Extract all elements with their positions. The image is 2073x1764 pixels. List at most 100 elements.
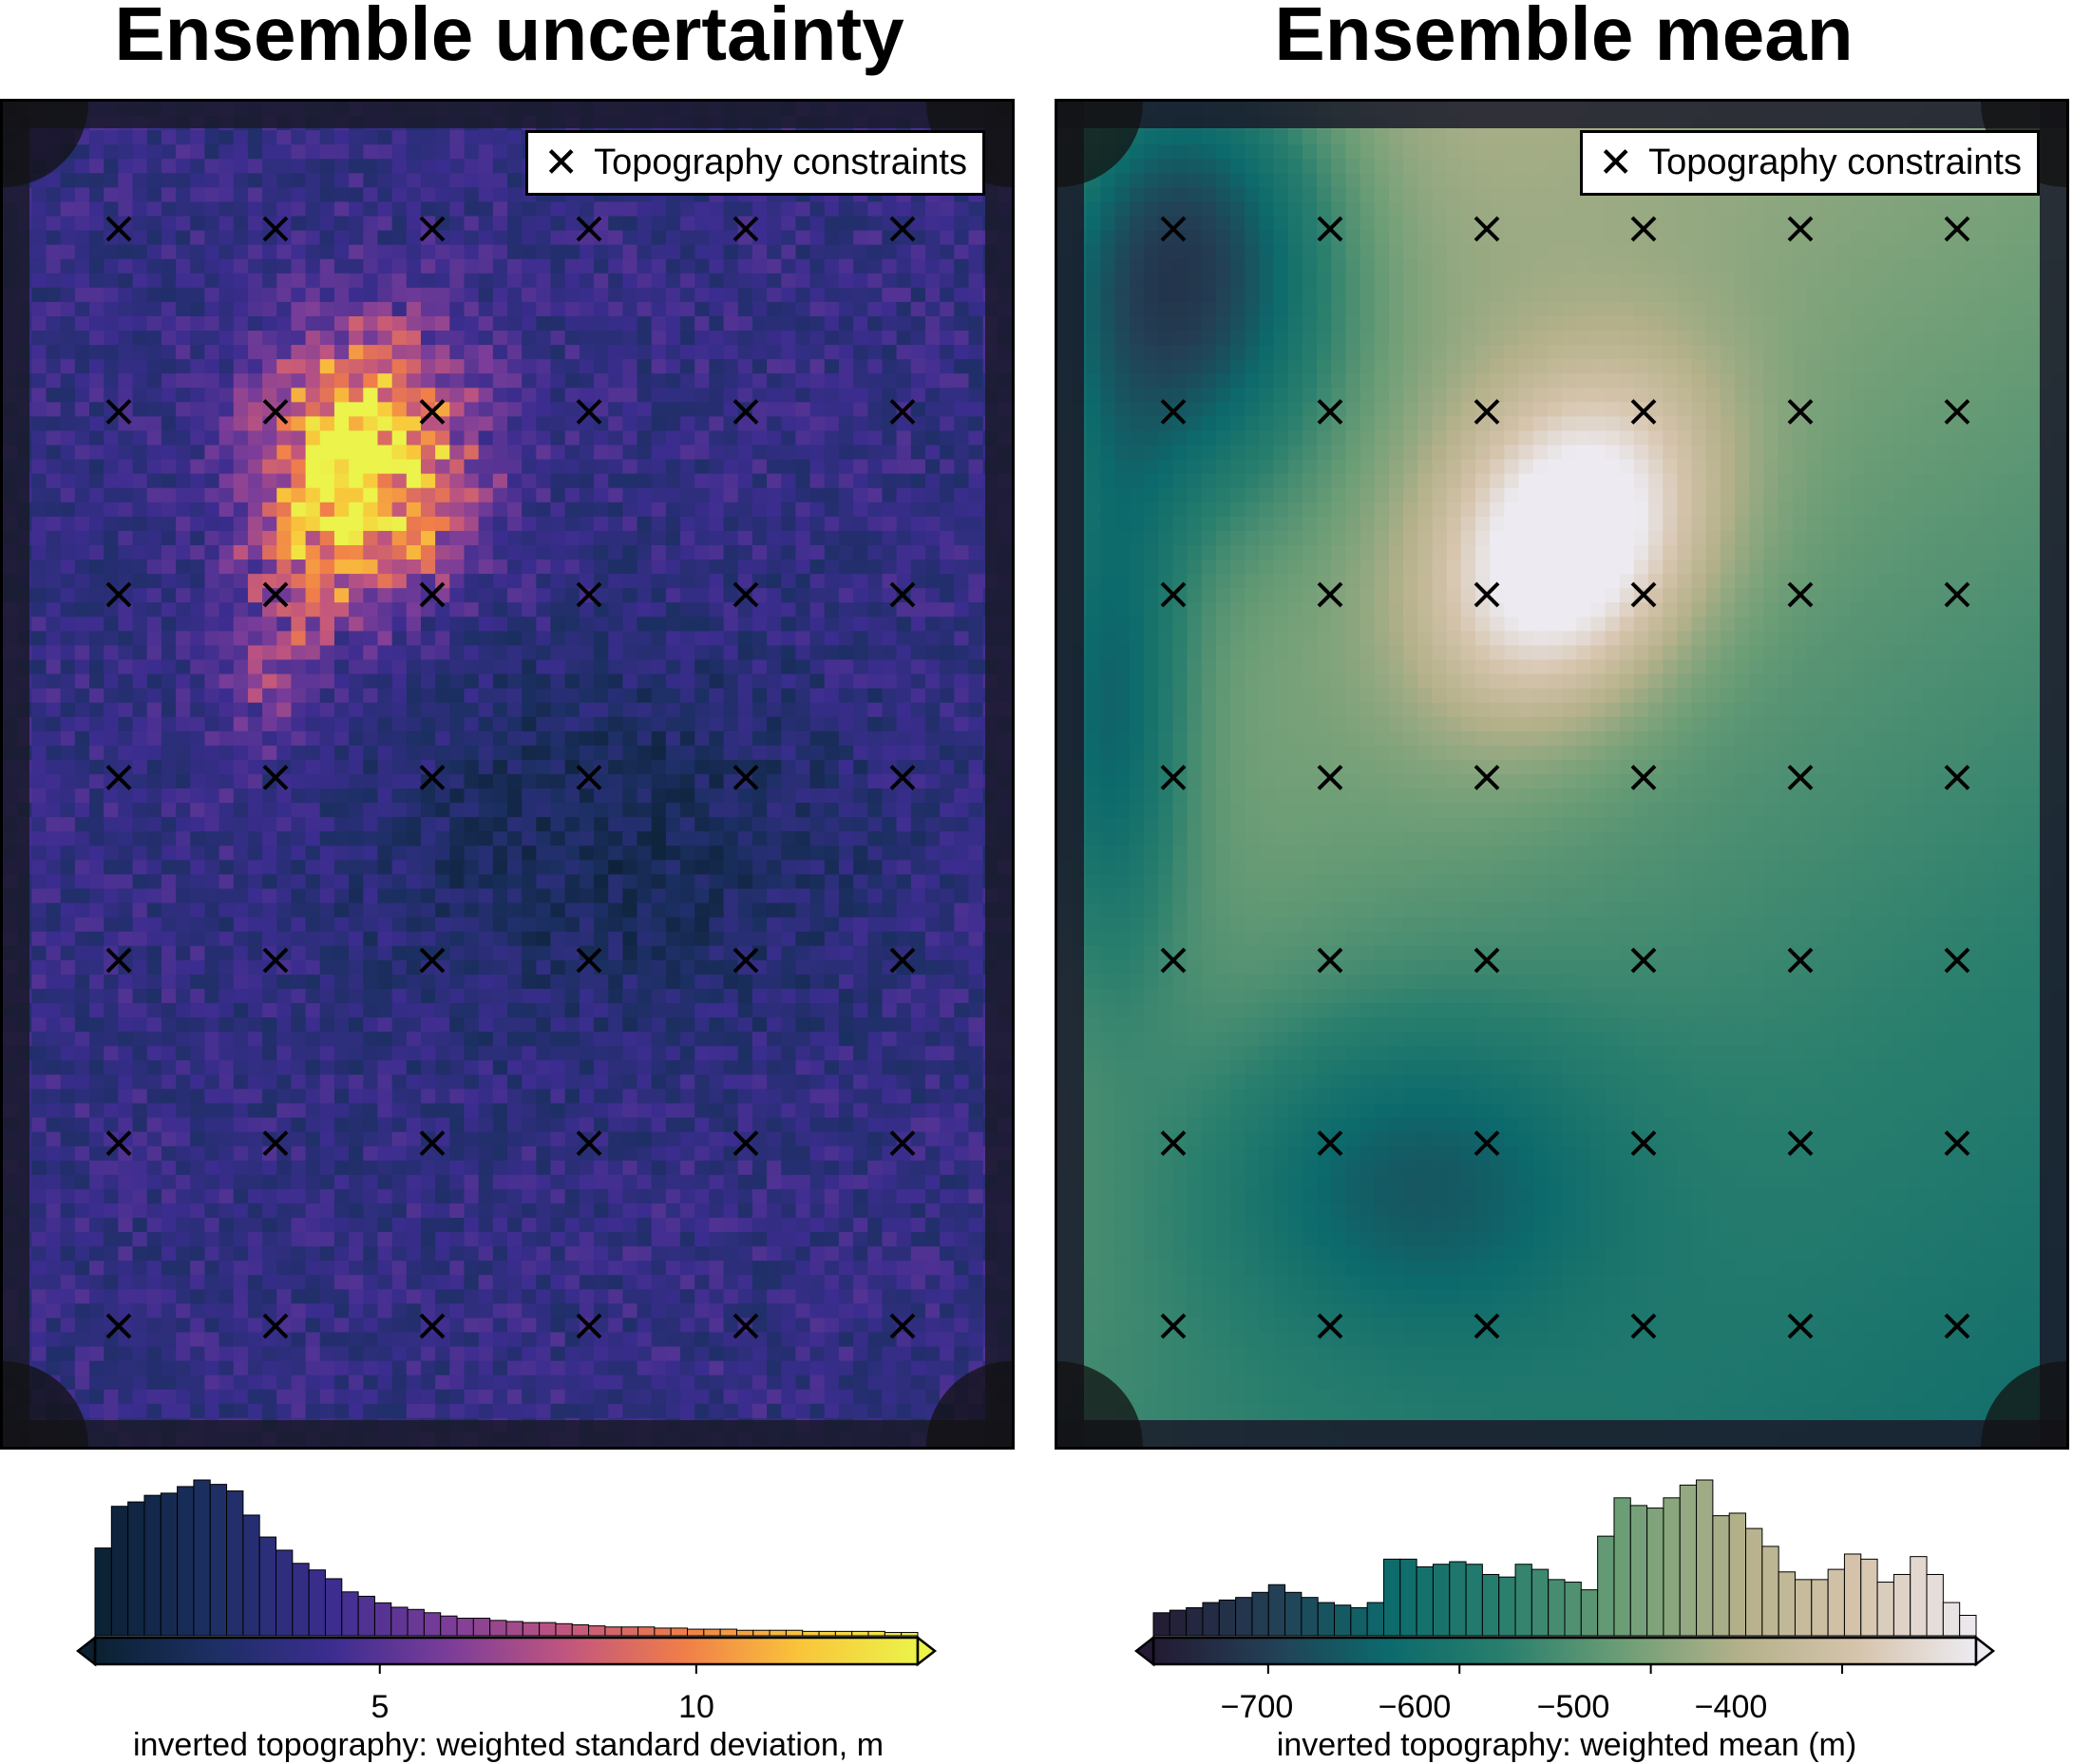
heatmap-cell [464, 388, 480, 403]
heatmap-cell [954, 502, 970, 518]
heatmap-cell [838, 230, 854, 246]
heatmap-cell [579, 931, 595, 947]
heatmap-cell [622, 301, 638, 317]
heatmap-cell [781, 631, 797, 647]
heatmap-cell [492, 402, 508, 417]
heatmap-cell [132, 187, 148, 203]
heatmap-cell [579, 616, 595, 632]
heatmap-cell [594, 1003, 609, 1018]
heatmap-cell [219, 959, 235, 976]
heatmap-cell [291, 716, 307, 732]
heatmap-cell [492, 244, 508, 260]
heatmap-cell [464, 702, 480, 718]
heatmap-cell [118, 359, 134, 374]
heatmap-cell [478, 402, 494, 417]
heatmap-cell [89, 258, 105, 275]
heatmap-cell [146, 430, 162, 446]
heatmap-cell [622, 631, 638, 647]
heatmap-cell [377, 659, 393, 675]
heatmap-cell [637, 331, 653, 346]
heatmap-cell [709, 473, 725, 489]
heatmap-cell [522, 1074, 537, 1090]
heatmap-cell [867, 574, 884, 589]
heatmap-cell [204, 1046, 220, 1061]
heatmap-cell [435, 874, 450, 890]
heatmap-cell [363, 888, 379, 904]
heatmap-cell [333, 402, 350, 417]
heatmap-cell [146, 159, 162, 174]
heatmap-cell [665, 430, 681, 446]
heatmap-cell [377, 1032, 393, 1047]
heatmap-cell [219, 602, 235, 617]
heatmap-cell [522, 445, 537, 461]
heatmap-cell [608, 645, 623, 661]
heatmap-cell [204, 817, 220, 832]
heatmap-cell [262, 745, 277, 761]
heatmap-cell [176, 774, 191, 789]
heatmap-cell [536, 560, 552, 575]
heatmap-cell [940, 659, 955, 675]
heatmap-cell [867, 516, 884, 532]
heatmap-cell [940, 645, 955, 661]
heatmap-cell [564, 959, 580, 976]
heatmap-cell [824, 560, 840, 575]
heatmap-cell [924, 402, 941, 417]
heatmap-cell [550, 817, 566, 832]
heatmap-cell [464, 487, 480, 503]
heatmap-cell [435, 574, 450, 589]
heatmap-cell [449, 902, 466, 919]
heatmap-cell [767, 874, 782, 890]
heatmap-cell [795, 702, 811, 718]
heatmap-cell [349, 416, 364, 432]
heatmap-cell [723, 974, 739, 990]
heatmap-cell [507, 888, 523, 904]
heatmap-cell [190, 459, 205, 475]
heatmap-cell [333, 560, 350, 575]
heatmap-cell [622, 716, 638, 732]
heatmap-cell [46, 430, 62, 446]
heatmap-cell [767, 1074, 782, 1090]
heatmap-cell [968, 1003, 984, 1018]
heatmap-cell [406, 244, 422, 260]
heatmap-cell [492, 1003, 508, 1018]
heatmap-cell [377, 1074, 393, 1090]
heatmap-cell [751, 1103, 768, 1119]
heatmap-cell [190, 803, 205, 818]
heatmap-cell [737, 860, 753, 876]
heatmap-cell [74, 459, 90, 475]
heatmap-cell [536, 473, 552, 489]
heatmap-cell [449, 331, 466, 346]
heatmap-cell [824, 502, 840, 518]
heatmap-cell [247, 902, 263, 919]
heatmap-cell [233, 1032, 249, 1047]
heatmap-cell [564, 516, 580, 532]
heatmap-cell [665, 803, 681, 818]
heatmap-cell [507, 1060, 523, 1075]
heatmap-cell [550, 874, 566, 890]
heatmap-cell [694, 1003, 710, 1018]
heatmap-cell [333, 216, 350, 232]
heatmap-cell [536, 788, 552, 804]
heatmap-cell [853, 502, 868, 518]
heatmap-cell [349, 759, 364, 775]
heatmap-cell [492, 788, 508, 804]
heatmap-cell [176, 173, 191, 188]
heatmap-cell [146, 888, 162, 904]
heatmap-cell [363, 845, 379, 861]
heatmap-cell [435, 1074, 450, 1090]
heatmap-cell [104, 659, 119, 675]
heatmap-cell [89, 315, 105, 332]
heatmap-cell [522, 673, 537, 690]
heatmap-cell [924, 716, 941, 732]
heatmap-cell [924, 659, 941, 675]
heatmap-cell [492, 974, 508, 990]
heatmap-cell [305, 917, 321, 933]
heatmap-cell [349, 688, 364, 704]
heatmap-cell [594, 516, 609, 532]
heatmap-cell [204, 1032, 220, 1047]
heatmap-cell [276, 315, 293, 332]
heatmap-cell [46, 560, 62, 575]
heatmap-cell [522, 331, 537, 346]
heatmap-cell [564, 817, 580, 832]
heatmap-cell [853, 631, 868, 647]
